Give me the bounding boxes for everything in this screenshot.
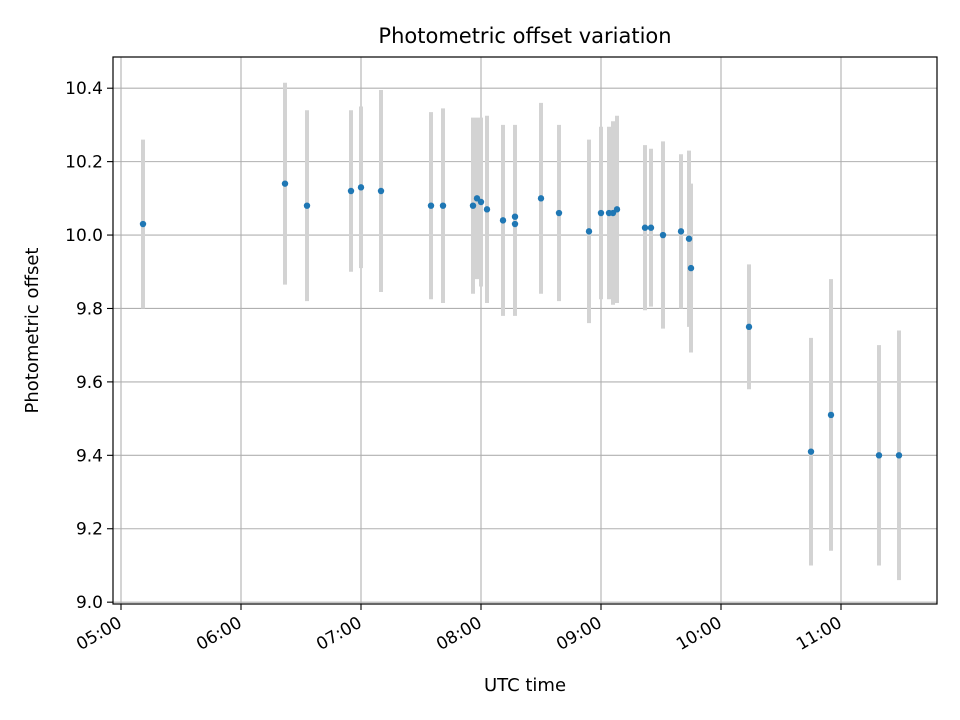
data-point	[555, 209, 563, 217]
data-point	[439, 202, 447, 209]
data-point	[687, 264, 695, 272]
data-point	[641, 224, 649, 231]
data-point	[347, 187, 355, 195]
data-point	[477, 198, 485, 206]
y-tick-label: 10.4	[65, 79, 103, 99]
data-point	[357, 184, 365, 191]
data-point	[511, 220, 519, 228]
data-point	[483, 206, 491, 213]
data-point	[807, 448, 815, 455]
data-point	[281, 180, 289, 187]
data-point	[499, 217, 507, 224]
data-point	[469, 202, 477, 209]
data-point	[659, 231, 667, 239]
data-point	[895, 452, 903, 459]
data-point	[745, 323, 753, 331]
data-point	[647, 224, 655, 231]
data-point	[139, 220, 147, 228]
y-tick-label: 9.0	[76, 593, 103, 613]
y-tick-label: 9.6	[76, 373, 103, 393]
data-point	[613, 206, 621, 213]
data-points	[139, 180, 903, 459]
data-point	[537, 195, 545, 202]
y-tick-label: 9.2	[76, 520, 103, 540]
y-tick-label: 9.4	[76, 446, 103, 466]
data-point	[511, 213, 519, 220]
data-point	[585, 228, 593, 235]
plot-frame	[112, 56, 938, 605]
data-point	[685, 235, 693, 242]
data-point	[677, 228, 685, 235]
y-tick-label: 10.0	[65, 226, 103, 246]
x-axis-label: UTC time	[484, 675, 566, 696]
data-point	[597, 209, 605, 217]
data-point	[303, 202, 311, 209]
data-point	[377, 187, 385, 195]
data-point	[427, 202, 435, 209]
y-axis-ticks: 9.0 9.2 9.4 9.6 9.8 10.0 10.2 10.4	[65, 79, 113, 613]
y-tick-label: 9.8	[76, 299, 103, 319]
data-point	[875, 452, 883, 459]
y-tick-label: 10.2	[65, 153, 103, 173]
chart-title: Photometric offset variation	[378, 24, 671, 48]
data-point	[827, 411, 835, 419]
y-axis-label: Photometric offset	[22, 248, 43, 414]
